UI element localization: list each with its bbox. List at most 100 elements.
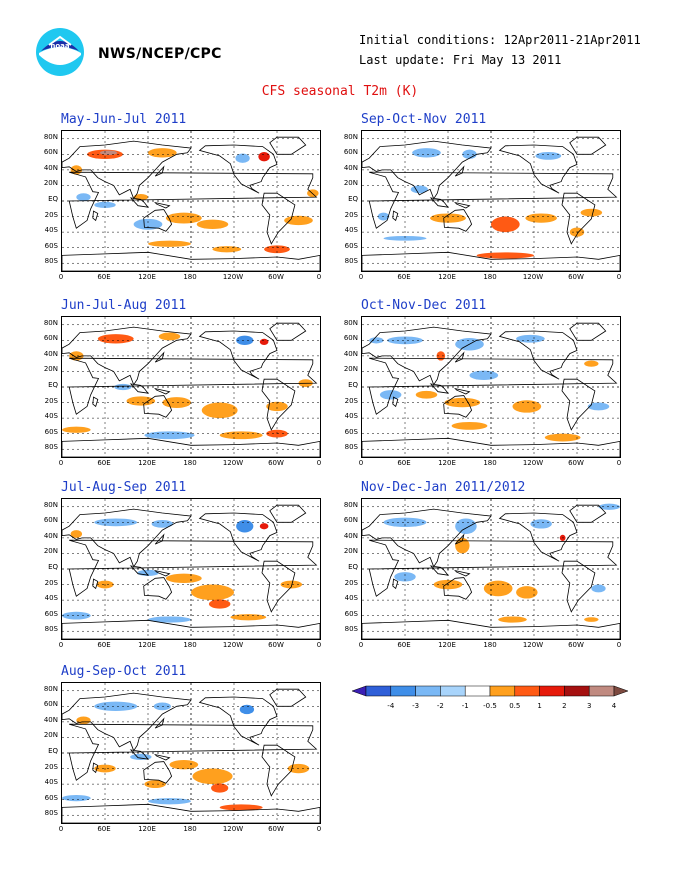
lon-label: 60E <box>97 273 111 281</box>
anomaly-region <box>462 149 477 159</box>
coastline <box>129 565 149 576</box>
lat-label: 80S <box>44 257 58 266</box>
anomaly-region <box>94 701 138 711</box>
coastline <box>561 378 596 431</box>
lat-label: 60N <box>343 148 358 157</box>
anomaly-region <box>535 152 562 160</box>
anomaly-region <box>516 334 545 343</box>
coastline <box>198 512 278 562</box>
coastline <box>129 383 149 394</box>
coastline <box>561 192 596 245</box>
coastline <box>154 351 165 363</box>
legend-tick-label: 4 <box>611 702 617 710</box>
anomaly-region <box>239 704 255 715</box>
lon-label: 0 <box>616 459 622 467</box>
coastline <box>198 144 278 194</box>
anomaly-region <box>196 219 229 229</box>
anomaly-region <box>394 572 416 582</box>
lon-label: 120W <box>522 459 544 467</box>
lat-label: 60S <box>44 427 58 436</box>
lat-label: 80N <box>43 318 58 327</box>
lon-label: 60W <box>268 459 284 467</box>
lat-label: 60N <box>43 148 58 157</box>
lon-label: 0 <box>358 641 364 649</box>
lon-label: 120E <box>438 273 456 281</box>
coastline <box>198 330 278 380</box>
coastline <box>143 395 173 418</box>
coastline <box>569 504 607 523</box>
legend-arrow-right <box>613 685 629 697</box>
coastline <box>129 749 149 760</box>
anomaly-region <box>165 573 202 583</box>
anomaly-region <box>259 523 269 530</box>
lat-label: 20N <box>343 179 358 188</box>
color-legend: -4 -3 -2 -1 -0.5 0.5 1 2 3 4 <box>351 684 629 712</box>
anomaly-region <box>162 397 191 408</box>
coastline <box>454 387 471 395</box>
lat-label: 20N <box>43 547 58 556</box>
legend-tick-label: -4 <box>387 702 395 710</box>
coastline <box>498 512 578 562</box>
anomaly-region <box>211 783 229 793</box>
lat-label: 40S <box>44 226 58 235</box>
anomaly-region <box>587 402 610 411</box>
anomaly-region <box>151 520 174 528</box>
anomaly-region <box>415 390 438 399</box>
map-panel-aso <box>61 682 321 824</box>
coastline <box>68 723 318 781</box>
anomaly-region <box>201 402 238 419</box>
anomaly-region <box>62 611 91 620</box>
lat-label: 40N <box>43 531 58 540</box>
lon-label: 60W <box>568 459 584 467</box>
anomaly-region <box>284 215 313 226</box>
lat-label: 40S <box>44 412 58 421</box>
lat-label: 60S <box>44 609 58 618</box>
anomaly-region <box>148 240 191 247</box>
coastline <box>261 378 296 431</box>
coastline <box>454 569 471 577</box>
anomaly-region <box>498 616 527 623</box>
legend-tick-label: 0.5 <box>509 702 521 710</box>
coastline <box>443 577 473 600</box>
lat-label: 80N <box>343 500 358 509</box>
lon-label: 60W <box>568 273 584 281</box>
lat-label: 60S <box>344 241 358 250</box>
map-panel-jja <box>61 316 321 458</box>
legend-swatch <box>514 685 540 697</box>
legend-arrow-left <box>351 685 367 697</box>
lon-label: 0 <box>358 273 364 281</box>
anomaly-map-aso <box>62 683 320 823</box>
lon-label: 180 <box>183 641 197 649</box>
anomaly-region <box>512 400 542 413</box>
lat-label: 60S <box>344 609 358 618</box>
anomaly-region <box>412 148 441 158</box>
lat-label: 20N <box>43 731 58 740</box>
panel-title-jja: Jun-Jul-Aug 2011 <box>61 298 187 313</box>
coastline <box>129 197 149 208</box>
lon-label: 0 <box>58 273 64 281</box>
anomaly-region <box>144 780 166 788</box>
svg-text:noaa: noaa <box>50 42 70 50</box>
coastline <box>569 322 607 341</box>
legend-bar <box>351 685 629 697</box>
legend-swatch <box>390 685 416 697</box>
lat-label: 40S <box>44 778 58 787</box>
coastline <box>68 539 318 597</box>
lat-label: 60S <box>44 241 58 250</box>
anomaly-region <box>280 580 303 589</box>
anomaly-region <box>455 537 470 554</box>
anomaly-region <box>430 213 466 223</box>
lat-label: 80N <box>43 132 58 141</box>
anomaly-region <box>591 584 606 593</box>
coastline <box>62 692 192 752</box>
anomaly-region <box>266 401 288 412</box>
lat-label: 40N <box>343 349 358 358</box>
lat-label: 20N <box>43 179 58 188</box>
anomaly-region <box>369 337 384 344</box>
anomaly-region <box>219 804 263 811</box>
panel-title-son: Sep-Oct-Nov 2011 <box>361 112 487 127</box>
coastline <box>143 577 173 600</box>
lon-label: 0 <box>358 459 364 467</box>
lat-label: 80S <box>344 443 358 452</box>
coastline <box>454 351 465 363</box>
